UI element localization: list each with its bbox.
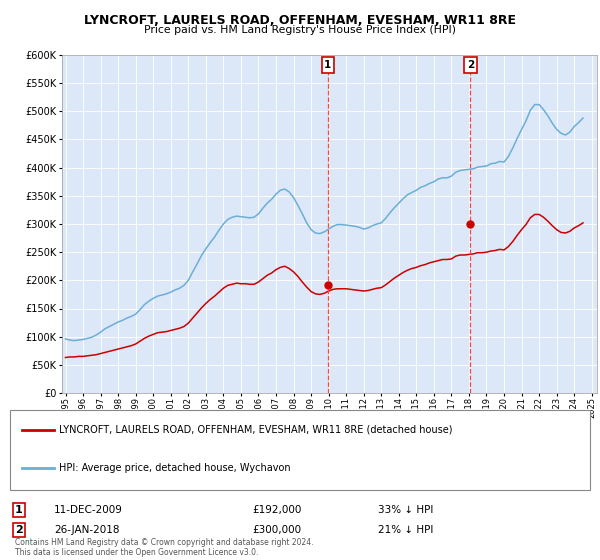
Text: 2: 2 (15, 525, 23, 535)
Text: Price paid vs. HM Land Registry's House Price Index (HPI): Price paid vs. HM Land Registry's House … (144, 25, 456, 35)
Text: 1: 1 (15, 505, 23, 515)
Text: 2: 2 (467, 60, 474, 70)
Text: HPI: Average price, detached house, Wychavon: HPI: Average price, detached house, Wych… (59, 463, 291, 473)
FancyBboxPatch shape (10, 410, 590, 490)
Text: Contains HM Land Registry data © Crown copyright and database right 2024.
This d: Contains HM Land Registry data © Crown c… (15, 538, 314, 557)
Text: £192,000: £192,000 (252, 505, 301, 515)
Text: 21% ↓ HPI: 21% ↓ HPI (378, 525, 433, 535)
Text: 26-JAN-2018: 26-JAN-2018 (54, 525, 119, 535)
Text: £300,000: £300,000 (252, 525, 301, 535)
Text: LYNCROFT, LAURELS ROAD, OFFENHAM, EVESHAM, WR11 8RE (detached house): LYNCROFT, LAURELS ROAD, OFFENHAM, EVESHA… (59, 425, 453, 435)
Text: 33% ↓ HPI: 33% ↓ HPI (378, 505, 433, 515)
Text: 11-DEC-2009: 11-DEC-2009 (54, 505, 123, 515)
Text: LYNCROFT, LAURELS ROAD, OFFENHAM, EVESHAM, WR11 8RE: LYNCROFT, LAURELS ROAD, OFFENHAM, EVESHA… (84, 14, 516, 27)
Text: 1: 1 (324, 60, 331, 70)
